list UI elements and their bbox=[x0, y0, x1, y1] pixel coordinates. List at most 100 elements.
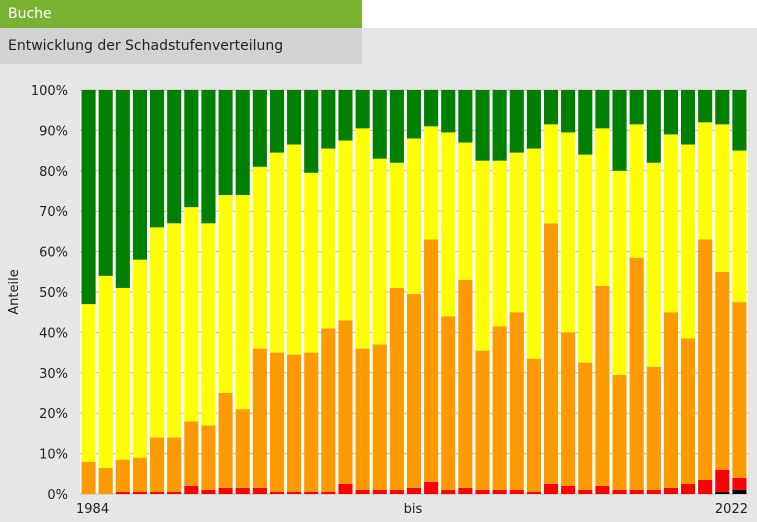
bar-segment-green bbox=[475, 90, 490, 161]
bar-segment-red bbox=[509, 489, 524, 494]
bar-segment-green bbox=[81, 90, 96, 305]
bar-segment-yellow bbox=[509, 152, 524, 313]
bar-segment-red bbox=[612, 489, 627, 494]
bar-segment-orange bbox=[321, 328, 336, 492]
bar-segment-green bbox=[338, 90, 353, 141]
bar-segment-orange bbox=[698, 239, 713, 480]
bar-segment-black bbox=[715, 491, 730, 494]
bar-segment-orange bbox=[150, 437, 165, 492]
bar-segment-yellow bbox=[680, 144, 696, 339]
bar-segment-orange bbox=[441, 316, 456, 490]
bar-segment-yellow bbox=[372, 158, 387, 345]
bar-segment-green bbox=[680, 90, 696, 145]
header-blank-area bbox=[362, 0, 757, 28]
bar-segment-orange bbox=[98, 467, 113, 494]
bar-segment-green bbox=[167, 90, 182, 224]
bar-segment-red bbox=[680, 483, 696, 494]
bar-segment-yellow bbox=[406, 138, 422, 295]
x-tick-label: 2022 bbox=[715, 502, 748, 517]
bar-segment-green bbox=[441, 90, 456, 133]
bar-segment-red bbox=[304, 491, 319, 494]
stacked-bar-chart: Anteile 0% 10% 20% 30% 40% 50% 60% 70% 80% 90% 100… bbox=[7, 84, 748, 517]
bar-segment-green bbox=[235, 90, 250, 196]
bar-segment-yellow bbox=[561, 132, 576, 333]
y-axis-label: Anteile bbox=[7, 269, 22, 314]
bar-segment-green bbox=[492, 90, 507, 161]
x-tick-labels: 1984 bis 2022 bbox=[76, 502, 748, 517]
y-axis-label-group: Anteile bbox=[7, 269, 22, 314]
y-tick-label: 100% bbox=[31, 84, 68, 99]
bar-segment-green bbox=[561, 90, 576, 133]
x-tick-label: 1984 bbox=[76, 502, 109, 517]
bar-segment-orange bbox=[304, 352, 319, 492]
bar-segment-orange bbox=[252, 348, 267, 488]
bar-segment-red bbox=[321, 491, 336, 494]
bar-segment-yellow bbox=[132, 259, 148, 458]
bar-segment-yellow bbox=[595, 128, 610, 286]
y-tick-label: 60% bbox=[39, 246, 68, 261]
bar-segment-green bbox=[698, 90, 713, 123]
bar-segment-green bbox=[663, 90, 678, 135]
bar-segment-orange bbox=[732, 302, 747, 478]
bar-segment-green bbox=[646, 90, 661, 163]
bar-segment-yellow bbox=[458, 142, 473, 280]
bar-segment-red bbox=[441, 489, 456, 494]
bar-segment-yellow bbox=[715, 124, 730, 272]
bar-segment-yellow bbox=[355, 128, 370, 349]
bar-segment-orange bbox=[492, 326, 507, 490]
bar-segment-orange bbox=[663, 312, 678, 488]
bar-segment-green bbox=[355, 90, 370, 129]
bar-segment-green bbox=[458, 90, 473, 143]
bar-segment-green bbox=[578, 90, 593, 155]
bar-segment-green bbox=[715, 90, 730, 125]
bar-segment-yellow bbox=[612, 170, 627, 375]
bar-segment-yellow bbox=[338, 140, 353, 321]
bar-segment-green bbox=[389, 90, 404, 163]
bar-segment-green bbox=[526, 90, 541, 149]
bar-segment-orange bbox=[132, 457, 148, 492]
x-tick-label: bis bbox=[404, 502, 423, 517]
bar-segment-yellow bbox=[543, 124, 559, 224]
bar-segment-green bbox=[218, 90, 233, 196]
bar-segment-red bbox=[115, 491, 130, 494]
bar-segment-orange bbox=[646, 366, 661, 490]
bar-segment-orange bbox=[287, 354, 302, 492]
bar-segment-green bbox=[132, 90, 148, 260]
bar-segment-red bbox=[629, 489, 644, 494]
bar-segment-green bbox=[115, 90, 130, 288]
bar-segment-orange bbox=[201, 425, 216, 490]
bar-segment-orange bbox=[595, 285, 610, 486]
bar-segment-yellow bbox=[201, 223, 216, 426]
bar-segment-orange bbox=[406, 294, 422, 488]
bar-segment-yellow bbox=[424, 126, 439, 240]
bar-segment-red bbox=[269, 491, 285, 494]
y-tick-labels: 0% 10% 20% 30% 40% 50% 60% 70% 80% 90% 100% bbox=[31, 84, 68, 503]
bar-segment-green bbox=[732, 90, 747, 151]
bar-segment-red bbox=[424, 481, 439, 494]
y-tick-label: 70% bbox=[39, 205, 68, 220]
bar-segment-orange bbox=[115, 459, 130, 492]
bar-segment-orange bbox=[561, 332, 576, 486]
bar-segment-orange bbox=[629, 257, 644, 490]
bar-segment-yellow bbox=[321, 148, 336, 329]
bar-segment-red bbox=[338, 483, 353, 494]
bar-segment-yellow bbox=[441, 132, 456, 317]
bar-segment-green bbox=[595, 90, 610, 129]
bar-segment-yellow bbox=[167, 223, 182, 438]
bar-segment-yellow bbox=[646, 162, 661, 367]
bar-segment-yellow bbox=[81, 304, 96, 462]
bar-segment-green bbox=[201, 90, 216, 224]
bars bbox=[81, 90, 747, 494]
bar-segment-yellow bbox=[492, 160, 507, 327]
bar-segment-orange bbox=[458, 279, 473, 488]
bar-segment-yellow bbox=[184, 207, 199, 422]
bar-segment-green bbox=[321, 90, 336, 149]
tab-buche[interactable]: Buche bbox=[0, 0, 362, 28]
bar-segment-orange bbox=[509, 312, 524, 490]
bar-segment-red bbox=[150, 491, 165, 494]
y-tick-label: 50% bbox=[39, 286, 68, 301]
bar-segment-yellow bbox=[389, 162, 404, 288]
y-tick-label: 30% bbox=[39, 367, 68, 382]
bar-segment-red bbox=[561, 485, 576, 494]
bar-segment-green bbox=[509, 90, 524, 153]
